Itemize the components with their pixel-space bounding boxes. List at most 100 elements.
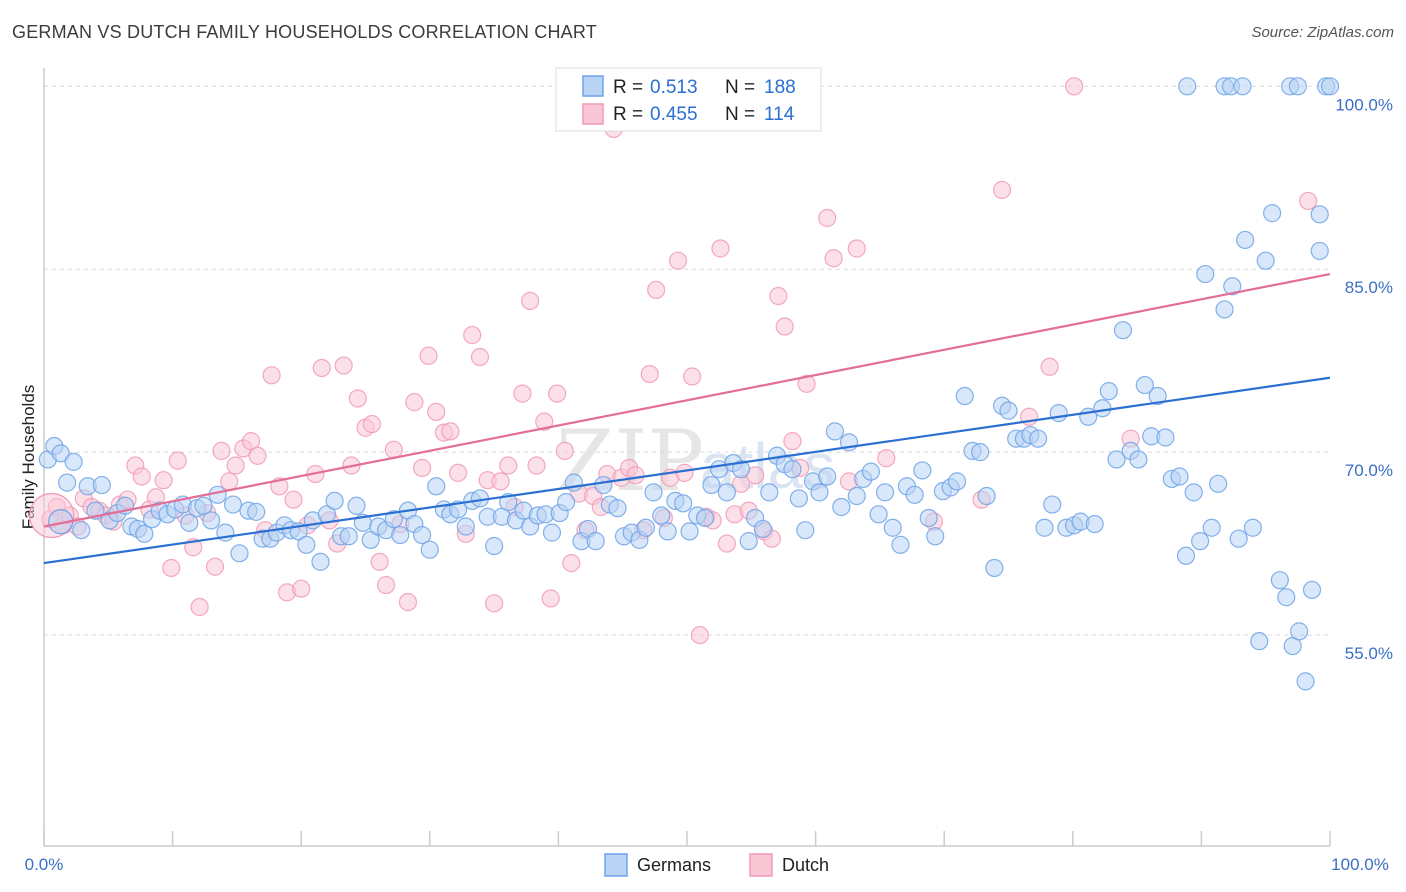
german-point	[1099, 382, 1118, 401]
germans-swatch	[582, 75, 604, 97]
dutch-swatch	[582, 103, 604, 125]
dutch-point	[640, 364, 659, 384]
german-point	[135, 524, 154, 543]
dutch-point	[690, 625, 709, 645]
dutch-point	[212, 441, 231, 461]
german-point	[1288, 77, 1307, 96]
german-point	[1263, 204, 1282, 223]
german-point	[832, 497, 851, 517]
source-attribution: Source: ZipAtlas.com	[1251, 24, 1394, 41]
german-point	[1196, 264, 1215, 284]
germans-n-label: N =	[725, 77, 755, 98]
german-point	[557, 493, 576, 512]
german-point	[51, 444, 70, 463]
dutch-point	[499, 456, 518, 475]
dutch-point	[527, 456, 546, 475]
german-point	[875, 483, 895, 502]
german-point	[448, 500, 468, 519]
german-point	[1049, 404, 1068, 423]
dutch-point	[818, 208, 837, 228]
german-point	[1290, 622, 1309, 641]
dutch-point	[824, 249, 843, 268]
dutch-point	[783, 432, 802, 451]
dutch-point	[362, 414, 382, 434]
german-point	[1178, 77, 1197, 96]
dutch-point	[992, 180, 1012, 200]
german-point	[339, 527, 358, 546]
german-point	[644, 483, 663, 502]
german-point	[760, 483, 779, 502]
german-point	[1296, 672, 1315, 691]
dutch-point	[668, 251, 688, 270]
german-point	[810, 483, 829, 502]
german-point	[586, 532, 605, 551]
german-point	[883, 518, 902, 537]
german-point	[1135, 375, 1154, 395]
german-point	[717, 483, 736, 502]
german-point	[180, 513, 199, 532]
dutch-point	[769, 286, 788, 306]
trend-lines	[43, 273, 1331, 565]
german-point	[919, 508, 938, 528]
german-point	[1277, 588, 1296, 607]
dutch-point	[548, 384, 567, 403]
german-point	[1148, 386, 1167, 406]
german-point	[608, 499, 627, 518]
german-point	[818, 467, 837, 486]
german-point	[1236, 230, 1255, 250]
german-point	[542, 523, 562, 542]
y-tick-label: 85.0%	[1345, 278, 1393, 297]
german-point	[456, 517, 475, 536]
dutch-point	[248, 446, 267, 465]
y-tick-labels: 55.0% 70.0% 85.0% 100.0%	[1335, 95, 1393, 663]
german-point	[194, 496, 213, 515]
german-point	[1129, 450, 1148, 469]
x-tick-label-max: 100.0%	[1331, 855, 1389, 874]
dutch-point	[205, 557, 225, 576]
dutch-n-value: 114	[764, 104, 795, 125]
dutch-point	[412, 458, 432, 478]
german-point	[1028, 429, 1048, 448]
germans-r-label: R =	[613, 77, 643, 98]
dutch-point	[470, 347, 490, 367]
dutch-r-label: R =	[613, 104, 643, 125]
dutch-point	[348, 389, 367, 408]
german-point	[1176, 546, 1196, 565]
dutch-point	[491, 472, 510, 491]
german-point	[202, 511, 221, 530]
german-point	[1310, 241, 1329, 261]
german-point	[1107, 450, 1126, 469]
german-point	[92, 475, 111, 495]
german-point	[999, 401, 1018, 420]
dutch-point	[797, 374, 816, 393]
y-tick-label: 70.0%	[1345, 461, 1393, 480]
dutch-point	[647, 280, 666, 300]
dutch-point	[441, 422, 460, 441]
dutch-trend-line	[43, 273, 1331, 528]
german-point	[891, 535, 910, 554]
dutch-point	[683, 367, 702, 386]
german-point	[753, 519, 772, 539]
series-legend: Germans Dutch	[604, 853, 829, 877]
german-point	[1043, 495, 1062, 514]
dutch-point	[292, 579, 311, 598]
german-point	[347, 496, 366, 515]
german-point	[731, 460, 751, 479]
german-point	[674, 494, 693, 513]
german-point	[789, 489, 808, 508]
german-point	[384, 510, 403, 529]
german-point	[1156, 428, 1175, 447]
y-tick-label: 55.0%	[1345, 644, 1393, 663]
dutch-r-value: 0.455	[650, 104, 698, 125]
german-point	[1085, 514, 1104, 534]
german-point	[1184, 483, 1203, 502]
german-point	[796, 521, 815, 540]
y-tick-label: 100.0%	[1335, 95, 1393, 114]
german-point	[1113, 321, 1133, 340]
german-point	[1256, 251, 1275, 270]
dutch-point	[162, 558, 181, 578]
german-point	[1093, 399, 1112, 418]
dutch-point	[370, 552, 389, 571]
germans-n-value: 188	[764, 77, 796, 98]
german-point	[695, 508, 715, 528]
